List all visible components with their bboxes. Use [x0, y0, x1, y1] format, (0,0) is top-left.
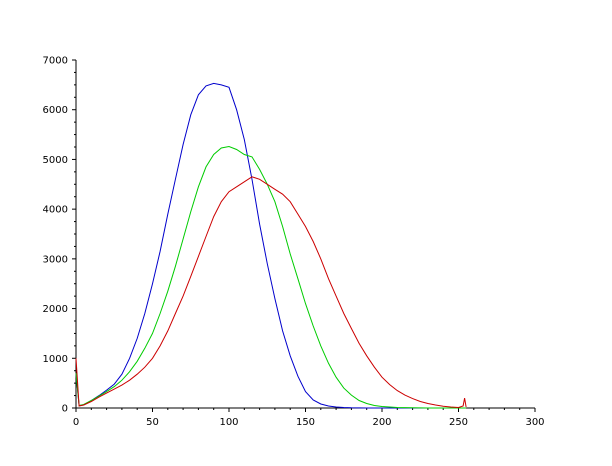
x-tick-label: 300 [525, 417, 544, 428]
x-tick-label: 150 [296, 417, 315, 428]
y-tick-label: 5000 [43, 155, 68, 166]
green-series-line [75, 145, 467, 409]
y-tick-label: 0 [62, 404, 68, 415]
y-tick-label: 6000 [43, 105, 68, 116]
x-tick-label: 100 [219, 417, 238, 428]
x-tick-label: 0 [73, 417, 79, 428]
x-tick-label: 250 [449, 417, 468, 428]
y-tick-label: 4000 [43, 205, 68, 216]
y-tick-label: 1000 [43, 354, 68, 365]
x-tick-label: 50 [146, 417, 159, 428]
y-tick-label: 3000 [43, 254, 68, 265]
red-series-line [75, 176, 467, 409]
y-tick-label: 7000 [43, 56, 68, 67]
blue-series-line [75, 82, 467, 409]
y-tick-label: 2000 [43, 304, 68, 315]
x-tick-label: 200 [372, 417, 391, 428]
axes: 0 1000 2000 3000 4000 5000 6000 7000 0 50 100 150 20… [43, 56, 545, 429]
series-layer [75, 82, 467, 409]
